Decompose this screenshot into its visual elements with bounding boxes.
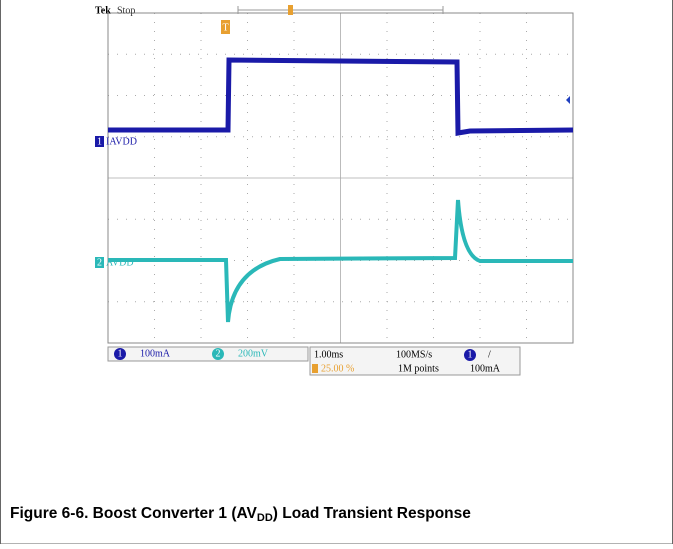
view-marker [288,5,293,15]
trigger-marker: T [222,22,228,33]
frame [1,0,673,544]
channel-readout [108,347,308,361]
figure: Tek Stop T 1 IAVDD 2 AVDD 1 100mA 2 200m… [0,0,673,544]
caption: Figure 6-6. Boost Converter 1 (AVDD) Loa… [10,505,471,524]
page: Tek Stop T 1 IAVDD 2 AVDD 1 100mA 2 200m… [0,0,673,544]
trigger-slope: / [488,349,491,360]
caption-prefix: Figure 6-6. Boost Converter 1 (AV [10,505,258,522]
trigger-position: 25.00 % [321,363,354,374]
trigger-source: 1 [468,349,473,360]
ch2-label: AVDD [106,257,134,268]
ch2-scale: 200mV [238,348,269,359]
ch2-badge-number: 2 [216,348,221,359]
ch1-scale: 100mA [140,348,171,359]
status: Stop [117,5,135,16]
ch1-badge-number: 1 [118,348,123,359]
caption-suffix: ) Load Transient Response [273,505,471,522]
sample-rate: 100MS/s [396,349,432,360]
ch1-number: 1 [97,136,102,147]
caption-subscript: DD [257,512,273,524]
timebase: 1.00ms [314,349,343,360]
ch2-number: 2 [97,257,102,268]
brand: Tek [95,5,111,16]
record-length: 1M points [398,363,439,374]
trigger-level-marker [566,96,570,104]
trigger-level: 100mA [470,363,501,374]
trigger-pos-icon [312,364,318,373]
ch1-label: IAVDD [106,136,137,147]
